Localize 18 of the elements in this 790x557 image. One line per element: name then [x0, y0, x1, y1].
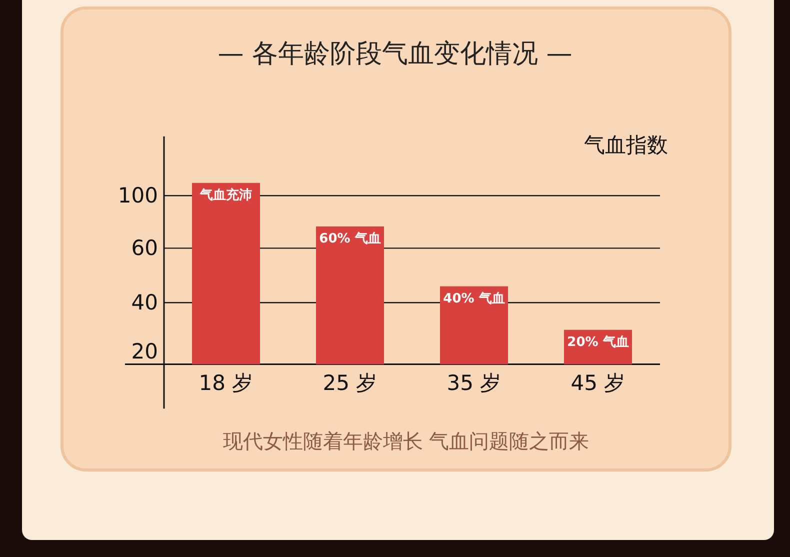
- text: 100: [118, 184, 158, 208]
- x-tick-label: 45 岁: [570, 371, 626, 395]
- text: 40: [131, 290, 158, 315]
- chart-title: — 各年龄阶段气血变化情况 —: [218, 39, 572, 69]
- y-axis-title: 气血指数: [584, 133, 668, 157]
- x-tick-label: 35 岁: [446, 371, 502, 395]
- annotation: 气血充沛: [199, 186, 252, 203]
- text: 现代女性随着年龄增长 气血问题随之而来: [222, 429, 590, 453]
- annotation: 20% 气血: [567, 334, 629, 350]
- bar: [192, 182, 260, 364]
- x-tick-label: 18 岁: [198, 371, 254, 395]
- x-tick-label: 25 岁: [322, 371, 378, 395]
- text: 20: [131, 339, 158, 364]
- text: 60: [131, 236, 158, 260]
- bar: [440, 286, 508, 364]
- annotation: 40% 气血: [443, 291, 505, 306]
- annotation: 60% 气血: [319, 231, 381, 246]
- bar: [316, 226, 384, 364]
